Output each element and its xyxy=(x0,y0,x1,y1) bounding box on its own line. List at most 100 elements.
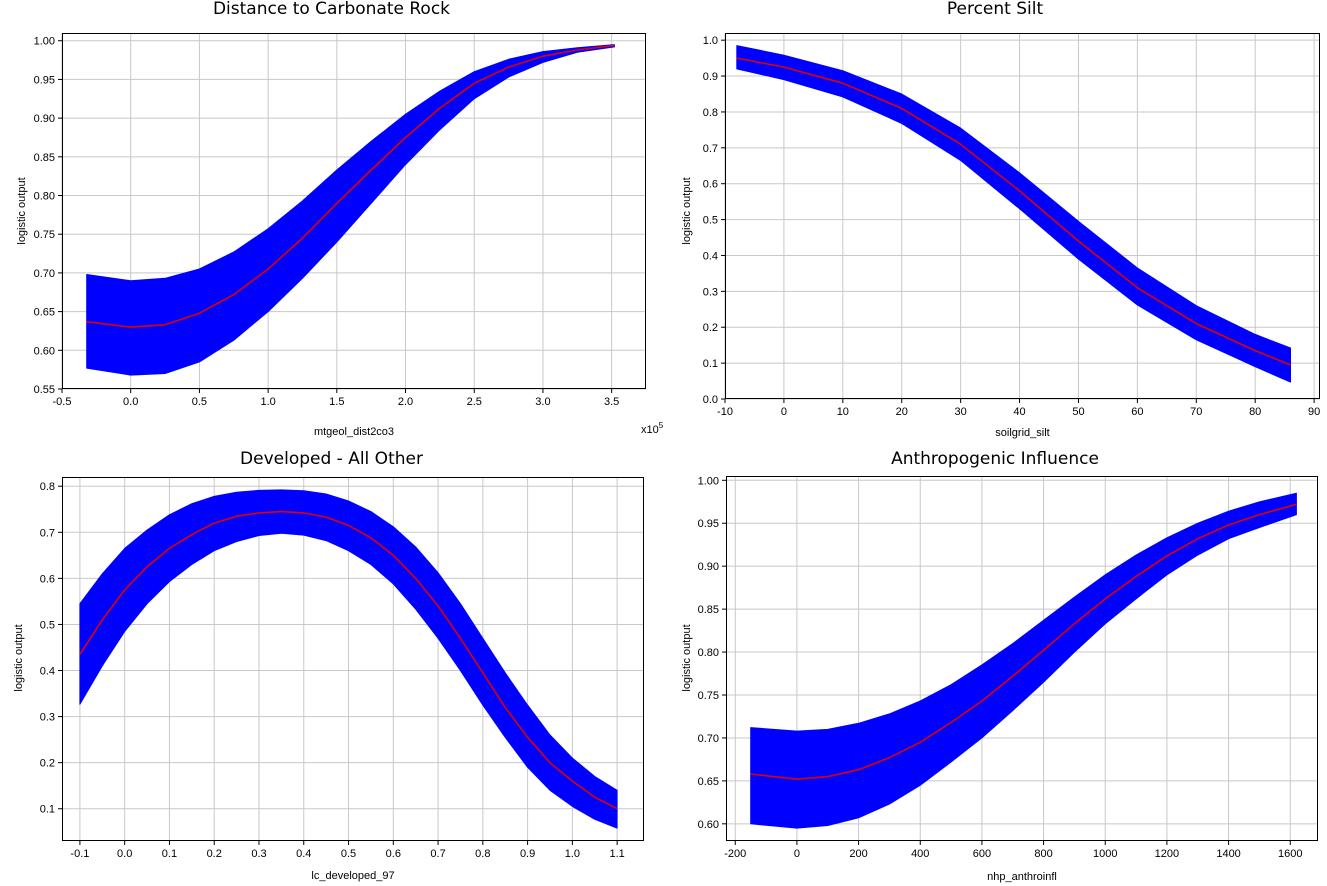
x-axis-label: lc_developed_97 xyxy=(311,870,394,882)
y-tick-label: 0.4 xyxy=(703,250,718,262)
y-axis-label: logistic output xyxy=(681,624,693,691)
y-tick-label: 0.85 xyxy=(34,152,55,164)
x-tick-label: 70 xyxy=(1190,406,1202,418)
y-tick-label: 0.85 xyxy=(698,604,719,616)
x-tick-label: 1.5 xyxy=(329,396,344,408)
y-tick-label: 0.6 xyxy=(40,573,55,585)
x-tick-label: 1200 xyxy=(1155,848,1179,860)
y-tick-label: 0.7 xyxy=(703,143,718,155)
y-tick-label: 0.5 xyxy=(40,619,55,631)
y-tick-label: 0.80 xyxy=(698,647,719,659)
mean-response-line xyxy=(79,510,618,810)
y-tick-label: 0.2 xyxy=(703,322,718,334)
x-tick-label: 3.0 xyxy=(535,396,550,408)
y-tick-label: 0.70 xyxy=(34,268,55,280)
x-tick-label: 10 xyxy=(837,406,849,418)
y-tick-label: 0.8 xyxy=(40,481,55,493)
y-tick-label: 0.95 xyxy=(34,74,55,86)
x-tick-label: 1000 xyxy=(1093,848,1117,860)
x-tick-label: 0.9 xyxy=(520,848,535,860)
plot-frame xyxy=(726,476,1318,841)
x-tick-label: 1600 xyxy=(1278,848,1302,860)
chart-developed-all-other: -0.1 0.0 0.1 0.2 0.3 0.4 0.5 0.6 0.7 0.8 0.9 1.0 1.1… xyxy=(13,477,644,882)
mean-response-line xyxy=(86,44,615,328)
y-tick-label: 0.90 xyxy=(34,113,55,125)
y-axis: 0.1 0.2 0.3 0.4 0.5 0.6 0.7 0.8 xyxy=(40,481,62,816)
panel-developed-all-other: Developed - All Other -0.1 0.0 0.1 0.2 0.3 0.… xyxy=(0,443,663,886)
x-tick-label: -10 xyxy=(717,406,733,418)
y-tick-label: 0.9 xyxy=(703,71,718,83)
y-tick-label: 1.00 xyxy=(698,475,719,487)
x-tick-label: 0.5 xyxy=(192,396,207,408)
x-tick-label: 0.4 xyxy=(296,848,311,860)
x-tick-label: 60 xyxy=(1131,406,1143,418)
x-axis: -10 0 10 20 30 40 50 60 70 80 90 xyxy=(717,399,1320,418)
confidence-band xyxy=(86,44,615,376)
x-tick-label: 600 xyxy=(973,848,991,860)
chart-title: Distance to Carbonate Rock xyxy=(212,0,451,19)
x-tick-label: 0.0 xyxy=(117,848,132,860)
mean-response-line xyxy=(736,57,1291,366)
y-tick-label: 0.3 xyxy=(40,712,55,724)
x-tick-label: 3.5 xyxy=(604,396,619,408)
y-axis: 0.55 0.60 0.65 0.70 0.75 0.80 0.85 0.90 0.95 1.00 xyxy=(34,36,62,396)
y-tick-label: 0.80 xyxy=(34,191,55,203)
panel-percent-silt: Percent Silt -10 0 10 20 30 40 50 60 70 80 90 0.0 0.… xyxy=(663,0,1327,443)
x-tick-label: 0.5 xyxy=(341,848,356,860)
y-tick-label: 1.0 xyxy=(703,35,718,47)
y-tick-label: 0.75 xyxy=(698,690,719,702)
y-tick-label: 0.6 xyxy=(703,179,718,191)
confidence-band xyxy=(750,492,1297,829)
y-tick-label: 0.7 xyxy=(40,527,55,539)
x-tick-label: 0.7 xyxy=(430,848,445,860)
y-tick-label: 0.70 xyxy=(698,733,719,745)
y-tick-label: 0.65 xyxy=(34,307,55,319)
panel-distance-to-carbonate-rock: Distance to Carbonate Rock -0.5 0.0 0.5 1.0… xyxy=(0,0,664,443)
x-axis: -200 0 200 400 600 800 1000 1200 1400 1600 xyxy=(724,841,1302,860)
y-tick-label: 0.2 xyxy=(40,758,55,770)
y-tick-label: 0.1 xyxy=(703,358,718,370)
x-tick-label: 30 xyxy=(955,406,967,418)
y-tick-label: 1.00 xyxy=(34,36,55,48)
x-axis-label: soilgrid_silt xyxy=(995,427,1049,439)
mean-response-line xyxy=(750,503,1297,781)
x-axis-label: mtgeol_dist2co3 xyxy=(314,426,394,438)
y-tick-label: 0.65 xyxy=(698,776,719,788)
x-tick-label: 400 xyxy=(911,848,929,860)
y-tick-label: 0.1 xyxy=(40,804,55,816)
y-axis-label: logistic output xyxy=(13,624,25,691)
x-tick-label: 90 xyxy=(1308,406,1320,418)
plot-frame xyxy=(62,477,644,841)
x-axis: -0.5 0.0 0.5 1.0 1.5 2.0 2.5 3.0 3.5 xyxy=(53,389,619,408)
y-tick-label: 0.95 xyxy=(698,518,719,530)
panel-anthropogenic-influence: Anthropogenic Influence -200 0 200 400 600 80… xyxy=(663,443,1327,886)
chart-title: Developed - All Other xyxy=(240,449,423,469)
x-tick-label: 0.8 xyxy=(475,848,490,860)
x-tick-label: 20 xyxy=(896,406,908,418)
chart-title: Percent Silt xyxy=(946,0,1044,19)
plot-frame xyxy=(725,33,1320,399)
y-tick-label: 0.5 xyxy=(703,215,718,227)
chart-title: Anthropogenic Influence xyxy=(891,449,1099,469)
x-tick-label: 2.5 xyxy=(467,396,482,408)
chart-distance-to-carbonate-rock: -0.5 0.0 0.5 1.0 1.5 2.0 2.5 3.0 3.5 0.55 0.60 0.65… xyxy=(16,33,664,438)
x-tick-label: 1.0 xyxy=(260,396,275,408)
x-axis: -0.1 0.0 0.1 0.2 0.3 0.4 0.5 0.6 0.7 0.8 0.9 1.0 1.1 xyxy=(70,841,625,860)
y-axis-label: logistic output xyxy=(681,177,693,244)
x-tick-label: 200 xyxy=(849,848,867,860)
y-tick-label: 0.60 xyxy=(34,345,55,357)
x-tick-label: 1.1 xyxy=(609,848,624,860)
y-axis: 0.0 0.1 0.2 0.3 0.4 0.5 0.6 0.7 0.8 0.9 1.0 xyxy=(703,35,725,406)
plot-frame xyxy=(62,33,646,389)
x-tick-label: 800 xyxy=(1034,848,1052,860)
y-tick-label: 0.4 xyxy=(40,666,55,678)
x-tick-label: 40 xyxy=(1013,406,1025,418)
x-tick-label: -0.5 xyxy=(53,396,72,408)
x-tick-label: 80 xyxy=(1249,406,1261,418)
x-tick-label: 2.0 xyxy=(398,396,413,408)
chart-anthropogenic-influence: -200 0 200 400 600 800 1000 1200 1400 16000.600.6… xyxy=(681,475,1318,883)
x-tick-label: 0 xyxy=(781,406,787,418)
y-axis: 0.60 0.65 0.70 0.75 0.80 0.85 0.90 0.95 1.00 xyxy=(698,475,726,831)
x-tick-label: 0.6 xyxy=(386,848,401,860)
y-axis-label: logistic output xyxy=(16,177,28,244)
